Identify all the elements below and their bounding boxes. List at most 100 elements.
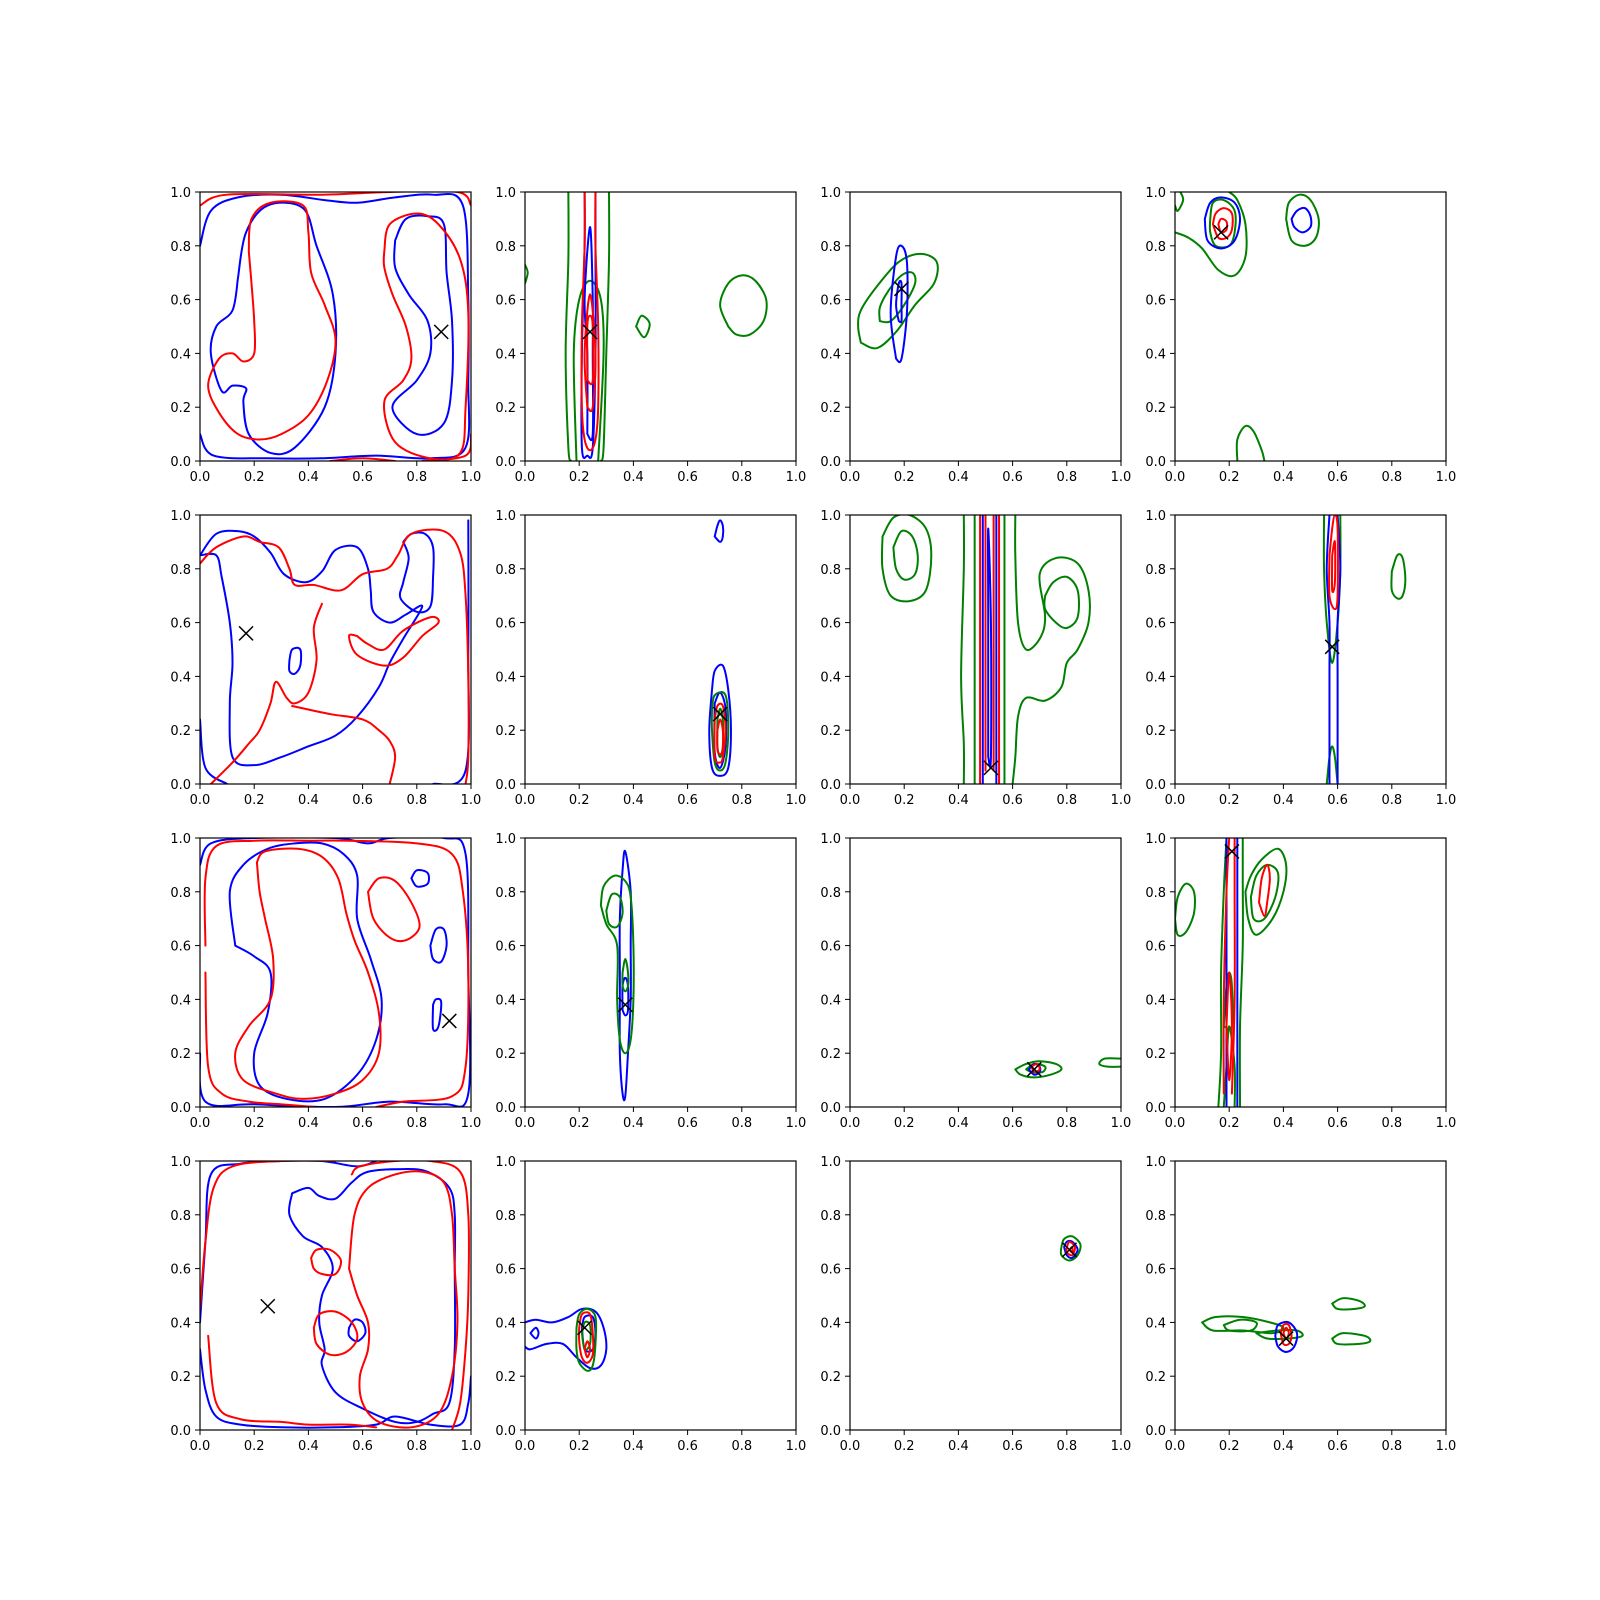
y-tick-label: 0.2 [495, 724, 516, 739]
axes-frame [1174, 191, 1447, 462]
contour-line-red [716, 718, 725, 756]
contour-line-blue [525, 1307, 608, 1370]
x-tick-label: 1.0 [461, 1439, 482, 1454]
contour-line-red [329, 457, 397, 461]
x-tick-label: 1.0 [786, 1439, 807, 1454]
x-tick-label: 0.4 [298, 1439, 319, 1454]
y-tick-label: 1.0 [1145, 1155, 1166, 1170]
subplot-r2c2: 0.0 0.2 0.4 0.6 0.8 1.0 0.0 0.2 0.4 0.6 0.8 1.0 [495, 509, 806, 808]
x-tick-label: 0.2 [894, 1439, 915, 1454]
subplot-r1c3: 0.0 0.2 0.4 0.6 0.8 1.0 0.0 0.2 0.4 0.6 0.8 1.0 [820, 186, 1131, 485]
contour-line-green [1059, 1235, 1082, 1262]
contour-line-green [1331, 1332, 1372, 1346]
contour-line-red [204, 971, 315, 1107]
x-tick-label: 1.0 [461, 793, 482, 808]
x-tick-label: 0.2 [569, 1439, 590, 1454]
y-tick-label: 0.4 [1145, 993, 1166, 1008]
x-tick-label: 1.0 [1111, 1116, 1132, 1131]
contour-line-green [599, 192, 611, 461]
contour-line-red [234, 847, 382, 1100]
contour-line-green [857, 252, 939, 350]
x-marker [1278, 1331, 1294, 1347]
x-tick-label: 0.4 [298, 793, 319, 808]
x-tick-label: 0.6 [352, 470, 373, 485]
axes-frame [1174, 514, 1447, 785]
y-tick-label: 1.0 [170, 186, 191, 201]
y-tick-label: 0.8 [1145, 240, 1166, 255]
y-tick-label: 1.0 [820, 1155, 841, 1170]
y-tick-label: 0.0 [170, 455, 191, 470]
y-tick-label: 1.0 [820, 832, 841, 847]
x-tick-label: 0.0 [190, 1116, 211, 1131]
x-tick-label: 0.2 [569, 1116, 590, 1131]
contour-line-green [719, 274, 768, 337]
contour-line-green [1235, 424, 1266, 461]
x-tick-label: 1.0 [1436, 1439, 1457, 1454]
contour-line-blue [410, 869, 430, 888]
contour-group [1322, 515, 1407, 784]
subplot-r2c1: 0.0 0.2 0.4 0.6 0.8 1.0 0.0 0.2 0.4 0.6 0.8 1.0 [170, 509, 481, 808]
x-marker [441, 1013, 457, 1029]
contour-line-red [209, 602, 323, 784]
x-tick-label: 0.8 [1056, 470, 1077, 485]
contour-line-red [580, 192, 600, 452]
contour-line-blue [987, 527, 993, 768]
x-tick-label: 1.0 [786, 1116, 807, 1131]
y-tick-label: 0.0 [1145, 455, 1166, 470]
y-tick-label: 0.4 [170, 670, 191, 685]
y-tick-label: 1.0 [1145, 832, 1166, 847]
y-tick-label: 0.2 [170, 1370, 191, 1385]
contour-group [200, 192, 471, 461]
axes-frame [199, 837, 472, 1108]
contour-line-blue [1336, 515, 1342, 784]
y-tick-label: 0.6 [820, 940, 841, 955]
contour-line-green [1331, 1297, 1366, 1311]
x-tick-label: 0.2 [1219, 1439, 1240, 1454]
contour-line-blue [895, 279, 903, 324]
contour-group [1014, 1057, 1121, 1079]
x-marker [983, 760, 999, 776]
contour-line-red [200, 1161, 337, 1310]
axes-frame [199, 1160, 472, 1431]
contour-line-green [1175, 192, 1185, 212]
contour-group [525, 192, 768, 461]
y-tick-label: 0.6 [495, 940, 516, 955]
contour-line-green [1325, 745, 1339, 784]
contour-line-green [605, 892, 624, 929]
x-tick-label: 0.0 [515, 470, 536, 485]
x-tick-label: 1.0 [461, 1116, 482, 1131]
y-tick-label: 0.4 [170, 1316, 191, 1331]
x-tick-label: 0.6 [1002, 1116, 1023, 1131]
y-tick-label: 1.0 [495, 1155, 516, 1170]
x-marker [238, 625, 254, 641]
contour-line-green [1098, 1057, 1121, 1068]
axes-frame [1174, 837, 1447, 1108]
y-tick-label: 0.4 [820, 1316, 841, 1331]
contour-line-red [1230, 838, 1236, 1095]
x-tick-label: 0.6 [1002, 1439, 1023, 1454]
x-tick-label: 0.2 [244, 1116, 265, 1131]
contour-line-blue [708, 663, 732, 777]
y-tick-label: 0.2 [820, 1047, 841, 1062]
y-tick-label: 0.0 [820, 1101, 841, 1116]
y-tick-label: 0.2 [170, 724, 191, 739]
x-tick-label: 0.2 [894, 470, 915, 485]
y-tick-label: 0.8 [1145, 1209, 1166, 1224]
contour-line-red [583, 1340, 592, 1359]
contour-line-blue [1274, 1320, 1299, 1353]
contour-line-green [1255, 1328, 1304, 1341]
x-tick-label: 0.8 [406, 1116, 427, 1131]
y-tick-label: 0.8 [495, 1209, 516, 1224]
y-tick-label: 1.0 [170, 1155, 191, 1170]
subplot-r3c4: 0.0 0.2 0.4 0.6 0.8 1.0 0.0 0.2 0.4 0.6 0.8 1.0 [1145, 832, 1456, 1131]
subplot-r3c1: 0.0 0.2 0.4 0.6 0.8 1.0 0.0 0.2 0.4 0.6 0.8 1.0 [170, 832, 481, 1131]
x-tick-label: 0.2 [569, 793, 590, 808]
x-tick-label: 0.0 [190, 1439, 211, 1454]
contour-group [880, 515, 1091, 784]
x-tick-label: 0.2 [244, 470, 265, 485]
x-tick-label: 0.4 [623, 793, 644, 808]
x-tick-label: 0.4 [948, 1439, 969, 1454]
contour-line-green [1201, 1315, 1285, 1335]
contour-line-green [575, 1307, 598, 1372]
